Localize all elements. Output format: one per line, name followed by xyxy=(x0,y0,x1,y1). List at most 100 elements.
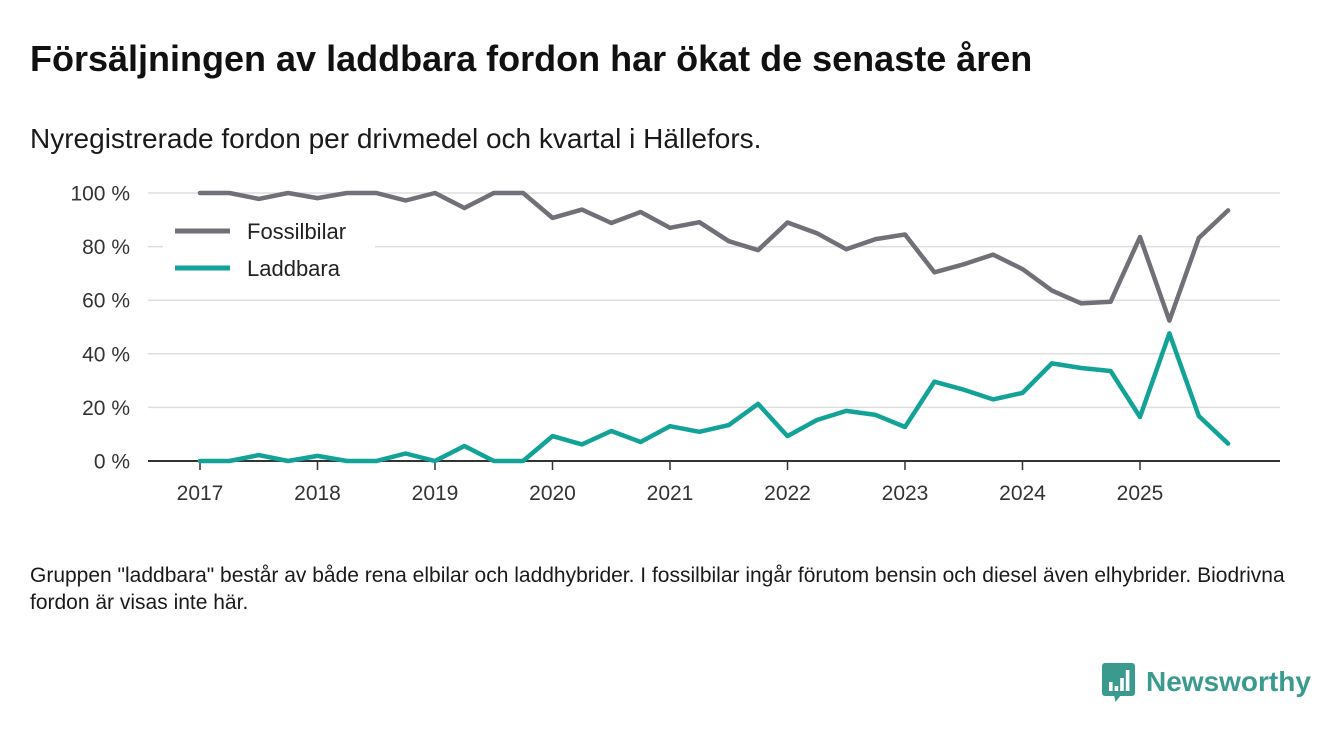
laddbara-point xyxy=(550,434,555,439)
legend-label-fossilbilar: Fossilbilar xyxy=(247,219,346,244)
laddbara-point xyxy=(374,459,379,463)
fossilbilar-point xyxy=(286,191,291,195)
fossilbilar-point xyxy=(256,196,261,201)
laddbara-line xyxy=(197,331,1231,464)
x-tick-label: 2018 xyxy=(294,482,341,505)
legend-label-laddbara: Laddbara xyxy=(247,256,341,281)
fossilbilar-point xyxy=(579,207,584,212)
laddbara-point xyxy=(403,451,408,456)
fossilbilar-point xyxy=(932,270,937,275)
laddbara-point xyxy=(961,387,966,392)
y-tick-label: 40 % xyxy=(82,343,130,366)
chart-title: Försäljningen av laddbara fordon har öka… xyxy=(30,38,1033,79)
fossilbilar-point xyxy=(903,232,907,237)
y-tick-label: 20 % xyxy=(82,397,130,420)
fossilbilar-point xyxy=(873,237,878,242)
logo-bubble xyxy=(1102,663,1135,696)
laddbara-point xyxy=(638,439,643,444)
laddbara-point xyxy=(286,459,291,463)
legend: Fossilbilar Laddbara xyxy=(163,211,375,289)
x-tick-label: 2022 xyxy=(764,482,811,505)
chart-footnote: Gruppen "laddbara" består av både rena e… xyxy=(30,564,1285,614)
laddbara-point xyxy=(1167,331,1172,336)
fossilbilar-point xyxy=(374,191,379,195)
logo-bar xyxy=(1120,678,1124,691)
y-tick-label: 0 % xyxy=(94,451,130,474)
fossilbilar-point xyxy=(756,248,761,253)
fossilbilar-point xyxy=(609,221,614,226)
laddbara-points xyxy=(198,331,1231,463)
laddbara-point xyxy=(756,401,761,406)
laddbara-point xyxy=(932,379,937,384)
fossilbilar-point xyxy=(403,198,408,203)
fossilbilar-point xyxy=(1138,234,1142,239)
laddbara-point xyxy=(1049,361,1054,366)
laddbara-point xyxy=(903,424,907,429)
fossilbilar-point xyxy=(814,231,819,236)
fossilbilar-point xyxy=(726,239,731,244)
fossilbilar-point xyxy=(521,191,526,195)
logo-bar xyxy=(1114,686,1119,691)
fossilbilar-point xyxy=(550,215,555,220)
x-tick-label: 2023 xyxy=(882,482,929,505)
laddbara-point xyxy=(521,459,526,463)
fossilbilar-point xyxy=(1049,288,1054,293)
logo-bar xyxy=(1109,682,1113,691)
laddbara-point xyxy=(491,459,496,463)
fossilbilar-points xyxy=(198,191,1231,323)
fossilbilar-point xyxy=(1167,318,1172,323)
laddbara-point xyxy=(785,434,790,439)
fossilbilar-point xyxy=(1226,208,1231,213)
laddbara-point xyxy=(344,459,349,463)
laddbara-point xyxy=(462,443,467,448)
x-tick-label: 2021 xyxy=(647,482,694,505)
fossilbilar-point xyxy=(1196,236,1201,241)
laddbara-point xyxy=(991,397,996,402)
fossilbilar-point xyxy=(491,191,496,195)
fossilbilar-point xyxy=(697,220,702,225)
laddbara-point xyxy=(1226,441,1231,446)
fossilbilar-point xyxy=(433,191,437,195)
x-tick-label: 2019 xyxy=(412,482,459,505)
fossilbilar-point xyxy=(1020,267,1025,272)
laddbara-point xyxy=(1108,368,1113,373)
brand-name: Newsworthy xyxy=(1146,666,1311,697)
fossilbilar-point xyxy=(227,191,232,195)
x-tick-label: 2020 xyxy=(529,482,576,505)
y-tick-label: 80 % xyxy=(82,236,130,259)
fossilbilar-point xyxy=(198,191,202,195)
laddbara-point xyxy=(668,424,672,429)
laddbara-point xyxy=(697,429,702,434)
laddbara-point xyxy=(726,423,731,428)
fossilbilar-point xyxy=(961,262,966,267)
laddbara-point xyxy=(1196,413,1201,418)
x-tick-label: 2025 xyxy=(1117,482,1164,505)
laddbara-point xyxy=(579,442,584,447)
fossilbilar-point xyxy=(991,252,996,257)
fossilbilar-point xyxy=(668,225,672,230)
y-tick-label: 100 % xyxy=(70,183,130,206)
fossilbilar-point xyxy=(315,196,320,201)
laddbara-point xyxy=(315,453,320,458)
y-tick-label: 60 % xyxy=(82,290,130,313)
fossilbilar-point xyxy=(344,191,349,195)
fossilbilar-point xyxy=(638,210,643,215)
legend-background xyxy=(163,211,375,289)
bar-chart-bubble-icon xyxy=(1102,663,1135,702)
fossilbilar-point xyxy=(844,247,849,252)
laddbara-point xyxy=(256,453,261,458)
logo-bar xyxy=(1125,670,1130,691)
laddbara-point xyxy=(844,408,849,413)
laddbara-point xyxy=(814,417,819,422)
fossilbilar-line xyxy=(197,190,1231,323)
fossilbilar-point xyxy=(1079,301,1084,306)
brand-logo: Newsworthy xyxy=(1102,660,1311,704)
laddbara-point xyxy=(1138,415,1142,420)
fossilbilar-point xyxy=(1108,299,1113,304)
laddbara-point xyxy=(227,459,232,463)
laddbara-point xyxy=(1079,366,1084,371)
laddbara-point xyxy=(873,412,878,417)
laddbara-point xyxy=(198,459,202,463)
